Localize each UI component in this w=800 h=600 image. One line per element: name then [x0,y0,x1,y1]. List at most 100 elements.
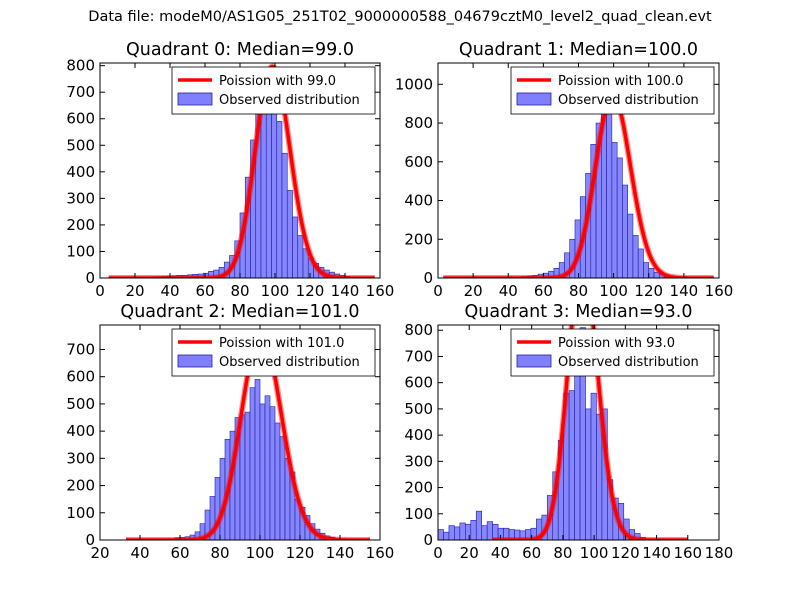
poisson-curve [107,64,376,278]
poisson-curve [442,93,715,278]
x-tick-label: 0 [433,544,443,562]
x-tick-label: 120 [611,544,640,562]
y-tick-label: 700 [66,83,95,101]
x-tick-label: 0 [433,282,443,300]
histogram-bar [274,422,281,540]
y-tick-label: 300 [404,452,433,470]
histogram-bar [264,395,271,540]
histogram-bar [281,152,288,278]
x-tick-label: 120 [296,282,325,300]
histogram-bar [606,113,613,278]
histogram-bar [627,213,634,278]
histogram-bar [616,157,623,278]
x-tick-label: 20 [464,282,483,300]
x-tick-label: 160 [366,544,395,562]
y-tick-label: 100 [66,242,95,260]
axes-frame [99,324,381,541]
histogram-bar [622,184,628,278]
histogram-bar [244,411,251,540]
x-tick-label: 40 [499,282,518,300]
histogram-bar [481,525,488,540]
x-tick-label: 20 [90,544,109,562]
histogram-bar [438,529,444,540]
legend-bar-swatch [516,92,552,106]
histogram-bar [271,94,278,278]
legend-observed-label: Observed distribution [558,93,699,108]
y-tick-label: 500 [404,400,433,418]
x-tick-label: 60 [195,282,214,300]
y-tick-label: 200 [66,216,95,234]
legend-bar-swatch [177,354,213,368]
y-tick-label: 0 [85,269,95,287]
legend-observed-label: Observed distribution [219,93,360,108]
x-tick-label: 160 [366,282,395,300]
histogram-bar [254,379,261,540]
histogram-bar [611,142,618,278]
y-tick-label: 0 [423,531,433,549]
histogram-bar [568,390,575,540]
histogram-bars [441,84,716,278]
legend-poisson-label: Poission with 93.0 [558,336,675,351]
y-tick-label: 700 [404,347,433,365]
y-tick-label: 800 [404,321,433,339]
x-tick-label: 140 [326,544,355,562]
legend-poisson-label: Poission with 99.0 [219,74,336,89]
legend-bar-swatch [516,354,552,368]
x-tick-label: 80 [230,282,249,300]
x-tick-label: 100 [580,544,609,562]
x-tick-label: 0 [95,282,105,300]
histogram-bar [574,369,581,540]
x-tick-label: 120 [634,282,663,300]
legend-frame [510,328,715,377]
histogram-bar [276,121,283,278]
y-tick-label: 500 [66,395,95,413]
x-tick-label: 20 [125,282,144,300]
histogram-bar [279,436,286,540]
x-tick-label: 60 [534,282,553,300]
legend-frame [171,328,376,377]
x-tick-label: 60 [170,544,189,562]
quadrant-0-chart: Quadrant 0: Median=99.0 0 20 40 60 80 100 120 14… [66,40,394,300]
x-tick-label: 80 [569,282,588,300]
histogram-bar [459,522,466,540]
y-tick-label: 200 [404,479,433,497]
legend: Poission with 99.0 Observed distribution [171,66,376,115]
legend-observed-label: Observed distribution [558,355,699,370]
y-tick-label: 700 [66,340,95,358]
histogram-bar [637,248,644,278]
x-tick-label: 160 [705,282,734,300]
y-tick-label: 400 [66,422,95,440]
histogram-bar [486,521,493,540]
histogram-bar [634,533,641,540]
y-tick-label: 400 [404,426,433,444]
y-tick-label: 800 [66,57,95,75]
legend-poisson-label: Poission with 100.0 [558,74,683,89]
histogram-bar [585,408,592,540]
y-tick-label: 800 [404,114,433,132]
x-tick-label: 100 [261,282,290,300]
legend: Poission with 100.0 Observed distribution [510,66,715,115]
histogram-bar [448,525,455,540]
y-tick-label: 0 [85,531,95,549]
x-tick-label: 180 [705,544,734,562]
x-tick-label: 140 [670,282,699,300]
x-tick-label: 140 [331,282,360,300]
x-tick-label: 40 [130,544,149,562]
histogram-bar [590,392,597,540]
histogram-bar [465,523,472,540]
quadrant-0-title: Quadrant 0: Median=99.0 [126,40,354,60]
x-tick-label: 20 [460,544,479,562]
x-tick-label: 40 [160,282,179,300]
x-tick-label: 120 [286,544,315,562]
y-tick-label: 600 [404,153,433,171]
histogram-bar [286,190,293,278]
x-tick-label: 80 [210,544,229,562]
histogram-bar [475,510,483,540]
x-tick-label: 140 [642,544,671,562]
axes-frame [437,324,720,541]
histogram-bar [648,268,655,278]
quadrant-2-chart: Quadrant 2: Median=101.0 20 40 60 80 100 120 14… [66,302,394,562]
histogram-bar [297,235,304,278]
